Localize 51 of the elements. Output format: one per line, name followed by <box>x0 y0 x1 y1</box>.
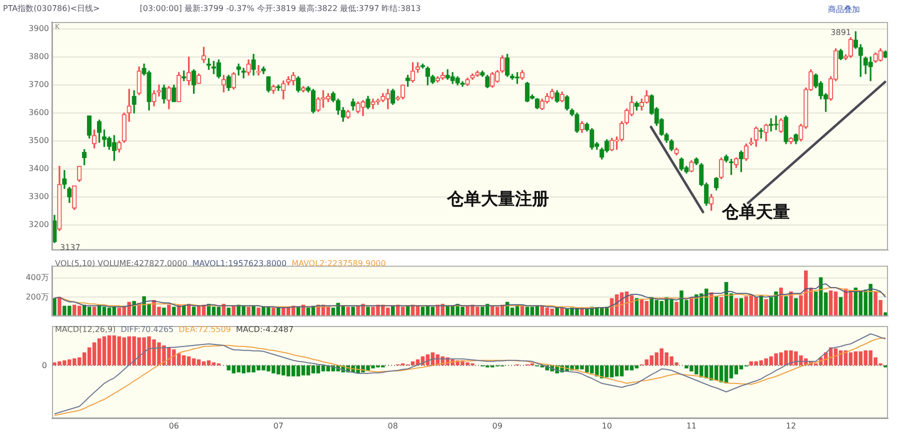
y-tick-label: 3200 <box>28 220 49 230</box>
bar <box>256 308 260 316</box>
bar <box>794 298 798 316</box>
x-tick-label: 07 <box>273 421 284 430</box>
bar <box>167 304 171 316</box>
text: 商品叠加 <box>828 5 860 14</box>
chart-title: PTA指数(030786)<日线> <box>3 4 100 13</box>
y-tick-label: 200万 <box>26 292 49 302</box>
chart-title: MACD(12,26,9) <box>55 325 116 334</box>
bar <box>252 306 256 316</box>
series-label: DIFF:70.4265 <box>120 325 174 334</box>
annotation: MACD:-4.2487 <box>236 325 294 334</box>
bar <box>351 306 355 316</box>
x-tick-label: 10 <box>602 421 612 430</box>
bar <box>784 296 788 316</box>
bar <box>789 291 793 316</box>
y-tick-label: 3400 <box>28 164 49 174</box>
bar <box>759 295 763 316</box>
text: 0 <box>42 361 47 370</box>
y-tick-label: 3600 <box>28 108 49 118</box>
x-tick-label: 12 <box>786 421 796 430</box>
x-tick-label: 08 <box>388 421 398 430</box>
text: MAVOL2:2237589.9000 <box>292 259 386 268</box>
x-tick-label: 09 <box>492 421 502 430</box>
y-tick-label: 3800 <box>28 52 49 62</box>
series-label: DEA:72.5509 <box>178 325 231 334</box>
bar <box>690 297 694 316</box>
y-tick-label: 3500 <box>28 136 49 146</box>
bar <box>366 306 370 316</box>
bar <box>346 306 350 316</box>
x-tick-label: 11 <box>686 421 697 430</box>
annotation: 仓单天量 <box>721 202 790 222</box>
chart-title: VOL(5,10) VOLUME:427827.0000 <box>55 259 188 268</box>
y-tick-label: 3900 <box>28 24 49 34</box>
y-tick-label: 400万 <box>26 273 49 282</box>
bar <box>272 308 276 316</box>
y-tick-label: 3300 <box>28 192 49 202</box>
annotation: 仓单大量注册 <box>446 189 549 210</box>
annotation: 3891 <box>830 28 851 38</box>
annotation: 3137 <box>60 243 80 252</box>
y-tick-label: 3700 <box>28 80 49 90</box>
bar <box>162 308 166 316</box>
bar <box>172 306 176 316</box>
bar <box>58 297 62 316</box>
bar <box>674 302 678 316</box>
x-tick-label: 06 <box>168 421 180 430</box>
bar <box>246 306 250 316</box>
bar <box>764 299 768 316</box>
chart-subtitle: [03:00:00] 最新:3799 -0.37% 今开:3819 最高:3822 最低:3797 昨结:3813 <box>140 4 421 13</box>
text: MAVOL1:1957623.8000 <box>192 259 287 268</box>
bar <box>779 288 783 316</box>
